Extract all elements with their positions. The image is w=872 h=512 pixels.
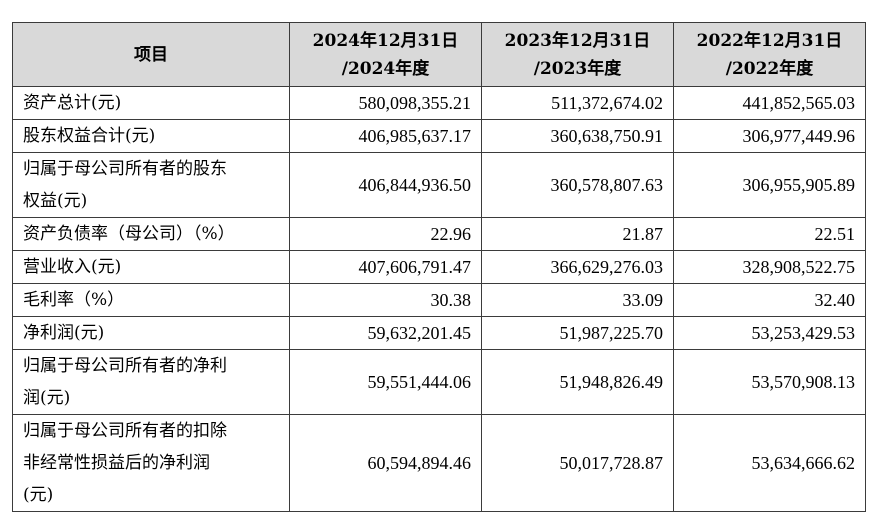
value-2022: 22.51 <box>673 217 866 251</box>
value-2023: 360,578,807.63 <box>481 152 674 218</box>
table-row: 股东权益合计(元) 406,985,637.17 360,638,750.91 … <box>12 119 866 153</box>
row-label: 资产总计(元) <box>12 86 290 120</box>
value-2024: 406,844,936.50 <box>289 152 482 218</box>
header-2024: 2024年12月31日 /2024年度 <box>289 22 482 87</box>
value-2023: 366,629,276.03 <box>481 250 674 284</box>
value-2023: 360,638,750.91 <box>481 119 674 153</box>
row-label: 资产负债率（母公司）（%） <box>12 217 290 251</box>
row-label: 归属于母公司所有者的扣除 非经常性损益后的净利润 (元) <box>12 414 290 512</box>
table-row: 归属于母公司所有者的净利 润(元) 59,551,444.06 51,948,8… <box>12 349 866 415</box>
value-2024: 580,098,355.21 <box>289 86 482 120</box>
table-row: 归属于母公司所有者的股东 权益(元) 406,844,936.50 360,57… <box>12 152 866 218</box>
header-2023: 2023年12月31日 /2023年度 <box>481 22 674 87</box>
value-2023: 51,948,826.49 <box>481 349 674 415</box>
value-2023: 51,987,225.70 <box>481 316 674 350</box>
row-label: 净利润(元) <box>12 316 290 350</box>
value-2022: 328,908,522.75 <box>673 250 866 284</box>
header-2022: 2022年12月31日 /2022年度 <box>673 22 866 87</box>
table-row: 资产负债率（母公司）（%） 22.96 21.87 22.51 <box>12 217 866 251</box>
row-label: 营业收入(元) <box>12 250 290 284</box>
value-2024: 406,985,637.17 <box>289 119 482 153</box>
value-2023: 21.87 <box>481 217 674 251</box>
value-2022: 53,634,666.62 <box>673 414 866 512</box>
table-row: 营业收入(元) 407,606,791.47 366,629,276.03 32… <box>12 250 866 284</box>
table-row: 归属于母公司所有者的扣除 非经常性损益后的净利润 (元) 60,594,894.… <box>12 414 866 512</box>
table-row: 净利润(元) 59,632,201.45 51,987,225.70 53,25… <box>12 316 866 350</box>
value-2024: 59,632,201.45 <box>289 316 482 350</box>
value-2024: 59,551,444.06 <box>289 349 482 415</box>
value-2024: 407,606,791.47 <box>289 250 482 284</box>
value-2023: 50,017,728.87 <box>481 414 674 512</box>
table-header-row: 项目 2024年12月31日 /2024年度 2023年12月31日 /2023… <box>12 22 866 87</box>
value-2022: 53,570,908.13 <box>673 349 866 415</box>
financial-table-container: 项目 2024年12月31日 /2024年度 2023年12月31日 /2023… <box>12 22 866 512</box>
row-label: 归属于母公司所有者的净利 润(元) <box>12 349 290 415</box>
value-2022: 32.40 <box>673 283 866 317</box>
financial-summary-table: 项目 2024年12月31日 /2024年度 2023年12月31日 /2023… <box>12 22 866 512</box>
row-label: 股东权益合计(元) <box>12 119 290 153</box>
value-2024: 22.96 <box>289 217 482 251</box>
row-label: 毛利率（%） <box>12 283 290 317</box>
value-2022: 306,977,449.96 <box>673 119 866 153</box>
row-label: 归属于母公司所有者的股东 权益(元) <box>12 152 290 218</box>
value-2022: 53,253,429.53 <box>673 316 866 350</box>
table-row: 毛利率（%） 30.38 33.09 32.40 <box>12 283 866 317</box>
value-2024: 30.38 <box>289 283 482 317</box>
header-item: 项目 <box>12 22 290 87</box>
value-2022: 441,852,565.03 <box>673 86 866 120</box>
value-2022: 306,955,905.89 <box>673 152 866 218</box>
table-row: 资产总计(元) 580,098,355.21 511,372,674.02 44… <box>12 86 866 120</box>
value-2023: 511,372,674.02 <box>481 86 674 120</box>
value-2023: 33.09 <box>481 283 674 317</box>
value-2024: 60,594,894.46 <box>289 414 482 512</box>
